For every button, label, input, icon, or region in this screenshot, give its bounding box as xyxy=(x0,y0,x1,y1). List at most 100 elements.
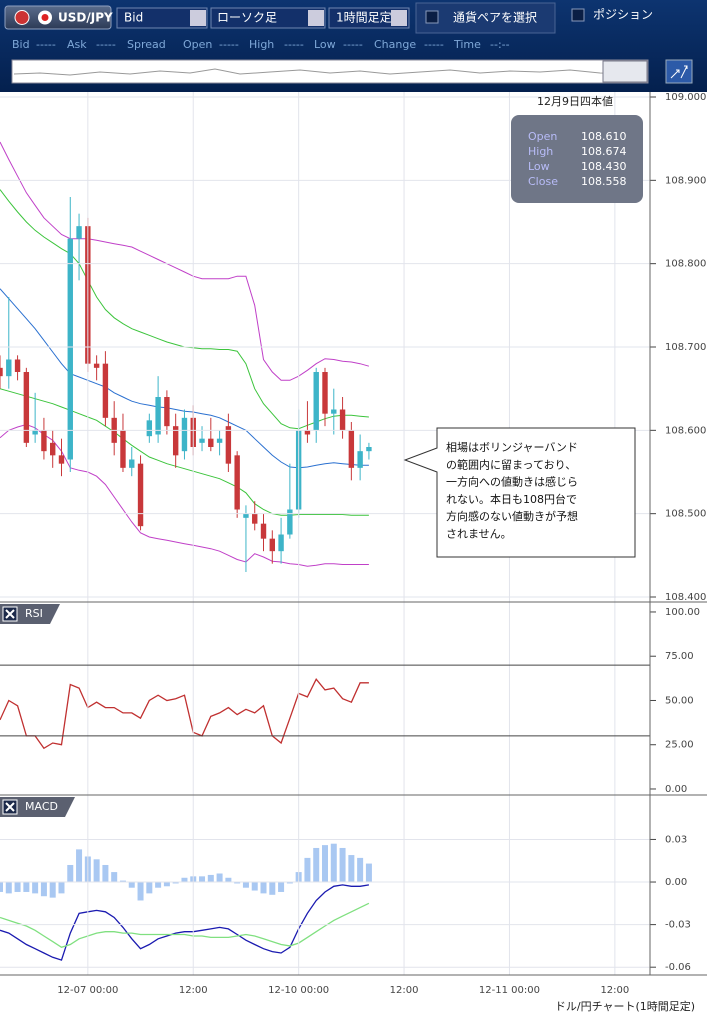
annotation-line: れない。本日も108円台で xyxy=(446,492,577,506)
candle-body xyxy=(339,409,346,431)
quote-field: ----- xyxy=(36,38,56,51)
y-tick-label: 100.00 xyxy=(665,607,700,618)
quote-field: Bid xyxy=(12,38,30,51)
candle-body xyxy=(146,420,153,437)
candle-body xyxy=(252,513,258,524)
histogram-bar xyxy=(14,882,21,892)
histogram-bar xyxy=(40,882,47,897)
histogram-bar xyxy=(207,874,214,883)
candle-body xyxy=(23,372,30,443)
candle-body xyxy=(6,359,12,377)
info-value: 108.674 xyxy=(581,145,627,158)
histogram-bar xyxy=(137,882,144,901)
histogram-bar xyxy=(313,847,320,883)
annotation-line: 相場はボリンジャーバンド xyxy=(446,441,578,454)
y-tick-label: 108.900 xyxy=(665,175,706,186)
candle-body xyxy=(14,359,21,372)
quote-field: Spread xyxy=(127,38,166,51)
style-select[interactable] xyxy=(210,7,326,29)
x-tick-label: 12:00 xyxy=(390,985,419,996)
y-tick-label: 108.400 xyxy=(665,592,706,603)
quote-bar: Bid ----- Ask ----- Spread Open ----- High -----… xyxy=(12,38,510,51)
candle-body xyxy=(58,455,65,464)
candle-body xyxy=(331,409,337,414)
histogram-bar xyxy=(339,847,346,883)
candle-body xyxy=(129,459,135,468)
y-tick-label: 50.00 xyxy=(665,695,694,706)
candle-body xyxy=(278,534,284,552)
candle-body xyxy=(348,430,355,468)
pair-label: USD/JPY xyxy=(58,11,113,25)
quote-field: --:-- xyxy=(490,38,510,51)
histogram-bar xyxy=(225,877,232,883)
quote-field: High xyxy=(249,38,274,51)
candle-body xyxy=(304,430,311,435)
candle-body xyxy=(243,513,249,518)
info-value: 108.558 xyxy=(581,175,627,188)
quote-field: ----- xyxy=(424,38,444,51)
histogram-bar xyxy=(181,877,188,883)
annotation: 相場はボリンジャーバンドの範囲内に留まっており、一方向への値動きは感じられない。… xyxy=(403,427,636,558)
candle-body xyxy=(93,363,100,368)
candle-body xyxy=(0,367,3,377)
histogram-bar xyxy=(119,880,126,883)
dropdown-arrow xyxy=(391,10,407,26)
histogram-bar xyxy=(67,864,74,883)
info-panel xyxy=(511,115,643,203)
quote-field: ----- xyxy=(284,38,304,51)
panel-headers: RSI MACD xyxy=(0,604,75,817)
x-tick-label: 12-10 00:00 xyxy=(268,985,329,996)
candle-body xyxy=(208,438,214,447)
navigator-window[interactable] xyxy=(602,60,648,83)
info-label: Open xyxy=(528,130,557,143)
info-label: High xyxy=(528,145,553,158)
candle-body xyxy=(172,426,179,456)
histogram-bar xyxy=(155,882,162,888)
navigator-track[interactable] xyxy=(11,59,649,84)
histogram-bar xyxy=(330,843,337,883)
candle-body xyxy=(216,438,223,443)
side-label: Bid xyxy=(124,11,143,25)
footer: ドル/円チャート(1時間足定) xyxy=(555,999,695,1013)
y-tick-label: 75.00 xyxy=(665,651,694,662)
navigator xyxy=(11,59,693,84)
interval-select[interactable] xyxy=(328,7,410,29)
checkbox[interactable] xyxy=(425,10,439,24)
info-value: 108.610 xyxy=(581,130,627,143)
y-tick-label: 0.03 xyxy=(665,834,687,845)
annotation-line: 一方向への値動きは感じら xyxy=(446,475,578,489)
candle-body xyxy=(155,397,161,435)
annotation-box xyxy=(403,427,636,558)
side-select[interactable] xyxy=(116,7,208,29)
histogram-bar xyxy=(234,882,241,884)
candle-body xyxy=(50,442,56,456)
candle-body xyxy=(313,372,319,431)
line xyxy=(0,902,370,949)
candle-body xyxy=(137,463,144,527)
candle-body xyxy=(357,451,363,468)
checkbox[interactable] xyxy=(571,8,585,22)
candle-body xyxy=(164,397,170,427)
histogram-bar xyxy=(23,882,30,892)
pair-button[interactable] xyxy=(4,5,112,30)
charts: 12-07 00:00 12:00 12-10 00:00 12:00 12-11 00… xyxy=(0,92,707,996)
candle-body xyxy=(181,417,188,452)
histogram-bar xyxy=(163,882,170,887)
y-tick-label: 108.600 xyxy=(665,425,706,436)
line xyxy=(0,678,369,750)
quote-field: Open xyxy=(183,38,212,51)
annotation-line: されません。 xyxy=(446,528,512,541)
histogram-bar xyxy=(32,882,39,894)
x-tick-label: 12:00 xyxy=(179,985,208,996)
quote-field: Change xyxy=(374,38,416,51)
info-label: Low xyxy=(528,160,550,173)
candle-body xyxy=(32,430,38,435)
info-value: 108.430 xyxy=(581,160,627,173)
candle-body xyxy=(199,438,205,443)
histogram-bar xyxy=(357,857,364,883)
histogram-bar xyxy=(93,859,100,883)
y-tick-label: 0.00 xyxy=(665,784,687,795)
annotation-line: の範囲内に留まっており、 xyxy=(446,457,576,471)
histogram-bar xyxy=(242,882,249,888)
y-tick-label: 108.800 xyxy=(665,259,706,270)
